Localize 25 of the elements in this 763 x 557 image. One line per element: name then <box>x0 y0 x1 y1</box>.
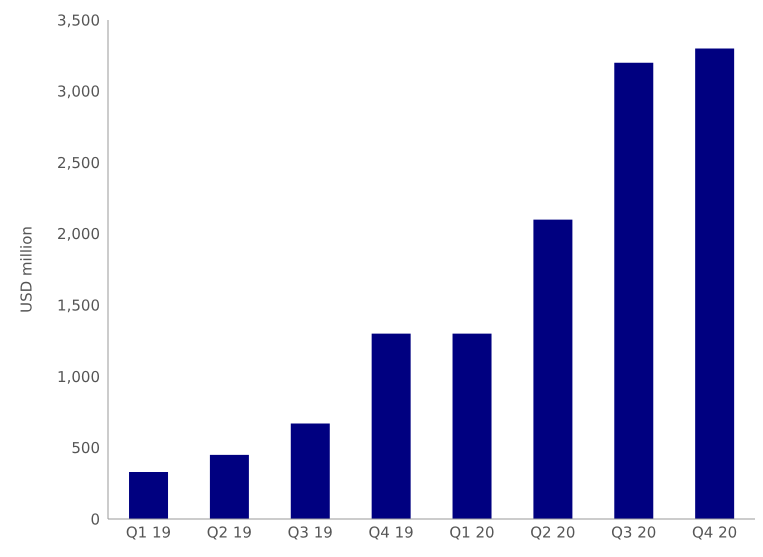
y-axis-title: USD million <box>17 226 36 313</box>
y-tick-label: 2,500 <box>57 154 100 172</box>
bar <box>290 423 330 519</box>
x-tick-label: Q4 19 <box>368 524 414 542</box>
bar <box>695 48 734 519</box>
x-tick-label: Q4 20 <box>692 524 738 542</box>
y-tick-label: 3,000 <box>57 82 100 101</box>
x-tick-label: Q1 20 <box>449 524 495 542</box>
y-tick-label: 1,000 <box>57 368 100 386</box>
x-tick-label: Q3 19 <box>288 524 333 542</box>
y-tick-label: 500 <box>71 439 100 458</box>
bar <box>533 220 572 519</box>
y-tick-label: 0 <box>90 510 100 528</box>
x-tick-label: Q1 19 <box>126 524 172 542</box>
bar <box>210 454 249 519</box>
bar <box>452 334 492 519</box>
y-tick-label: 3,500 <box>57 11 100 30</box>
bar <box>372 334 411 519</box>
bar <box>614 62 654 519</box>
y-tick-label: 1,500 <box>57 296 100 314</box>
x-tick-label: Q2 19 <box>206 524 252 542</box>
bar <box>129 472 168 519</box>
y-tick-label: 2,000 <box>57 225 100 244</box>
x-tick-label: Q2 20 <box>530 524 576 542</box>
x-tick-label: Q3 20 <box>611 524 656 542</box>
